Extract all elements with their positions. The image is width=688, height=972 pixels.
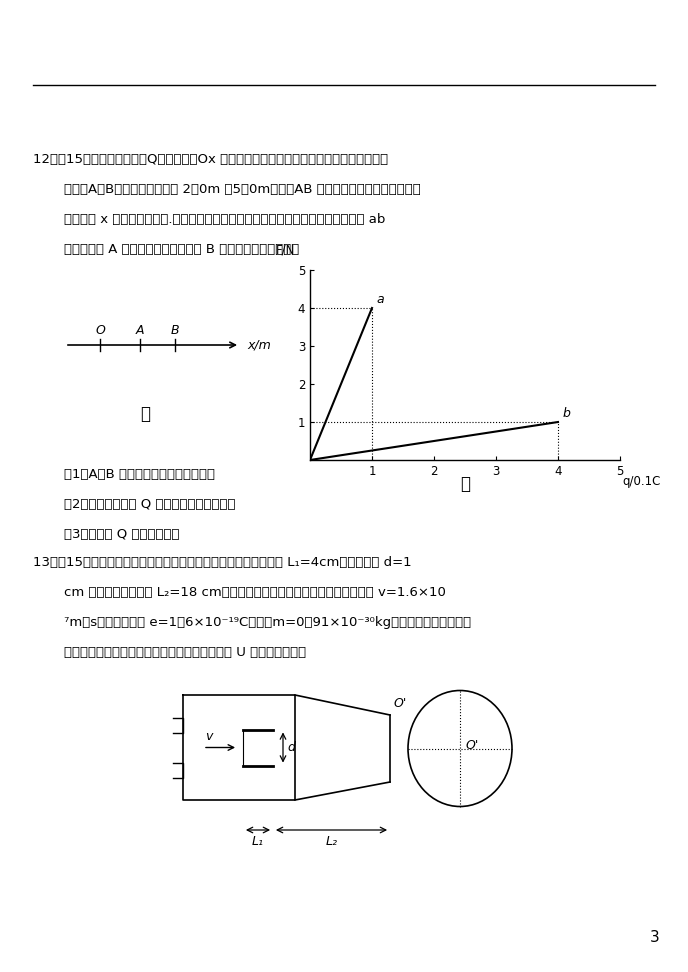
Text: （1）A、B 两点电场强度大小、方向；: （1）A、B 两点电场强度大小、方向； xyxy=(64,468,215,481)
Text: d: d xyxy=(287,741,295,754)
Text: 13．（15分）如图所示是示波器的示意图，竖直偏转电极的极板长 L₁=4cm，板间距离 d=1: 13．（15分）如图所示是示波器的示意图，竖直偏转电极的极板长 L₁=4cm，板… xyxy=(33,556,411,569)
Text: 甲: 甲 xyxy=(140,405,150,423)
Text: 乙: 乙 xyxy=(460,475,470,493)
Text: L₂: L₂ xyxy=(325,835,338,848)
Text: L₁: L₁ xyxy=(252,835,264,848)
Text: O': O' xyxy=(393,697,406,710)
Text: O': O' xyxy=(465,739,478,751)
Text: b: b xyxy=(563,407,571,420)
Text: B: B xyxy=(171,324,180,337)
Text: v: v xyxy=(205,730,213,743)
Text: （2）试判断点电荷 Q 的电性，并说明理由；: （2）试判断点电荷 Q 的电性，并说明理由； xyxy=(64,498,235,511)
Text: ⁷m／s，电子电荷量 e=1．6×10⁻¹⁹C，质量m=0．91×10⁻³⁰kg，要使电子束不打在偏: ⁷m／s，电子电荷量 e=1．6×10⁻¹⁹C，质量m=0．91×10⁻³⁰kg… xyxy=(64,616,471,629)
Text: F/N: F/N xyxy=(275,244,295,257)
Text: A: A xyxy=(136,324,144,337)
Text: 转电极上，加在竖直偏转电极上的最大偏转电压 U 不能超过多大？: 转电极上，加在竖直偏转电极上的最大偏转电压 U 不能超过多大？ xyxy=(64,646,306,659)
Text: 12．（15分）在一个点电荷Q的电场中，Ox 坐标轴与它的一条电场线重合，如图甲所示，坐: 12．（15分）在一个点电荷Q的电场中，Ox 坐标轴与它的一条电场线重合，如图甲… xyxy=(33,153,388,166)
Text: 方向都跟 x 轴的正方向相同.电场力的大小跟试探电荷所带电量大小的关系如图乙中 ab: 方向都跟 x 轴的正方向相同.电场力的大小跟试探电荷所带电量大小的关系如图乙中 … xyxy=(64,213,385,226)
Text: a: a xyxy=(377,294,385,306)
Text: （3）点电荷 Q 的位置坐标．: （3）点电荷 Q 的位置坐标． xyxy=(64,528,180,541)
Text: 标轴上A、B两点的坐标分别是 2．0m 和5．0m，放在AB 两点的试探电荷受到的电场力: 标轴上A、B两点的坐标分别是 2．0m 和5．0m，放在AB 两点的试探电荷受到… xyxy=(64,183,421,196)
Text: q/0.1C: q/0.1C xyxy=(623,475,661,488)
Text: x/m: x/m xyxy=(247,338,271,352)
Text: O: O xyxy=(95,324,105,337)
Text: 3: 3 xyxy=(650,930,660,945)
Text: cm 板右端距离荧光屏 L₂=18 cm，电子沿中心线进入竖直偏转电场的速度是 v=1.6×10: cm 板右端距离荧光屏 L₂=18 cm，电子沿中心线进入竖直偏转电场的速度是 … xyxy=(64,586,446,599)
Text: 所示，放在 A 点的电荷带正电，放在 B 点的电荷带负电，求：: 所示，放在 A 点的电荷带正电，放在 B 点的电荷带负电，求： xyxy=(64,243,299,256)
